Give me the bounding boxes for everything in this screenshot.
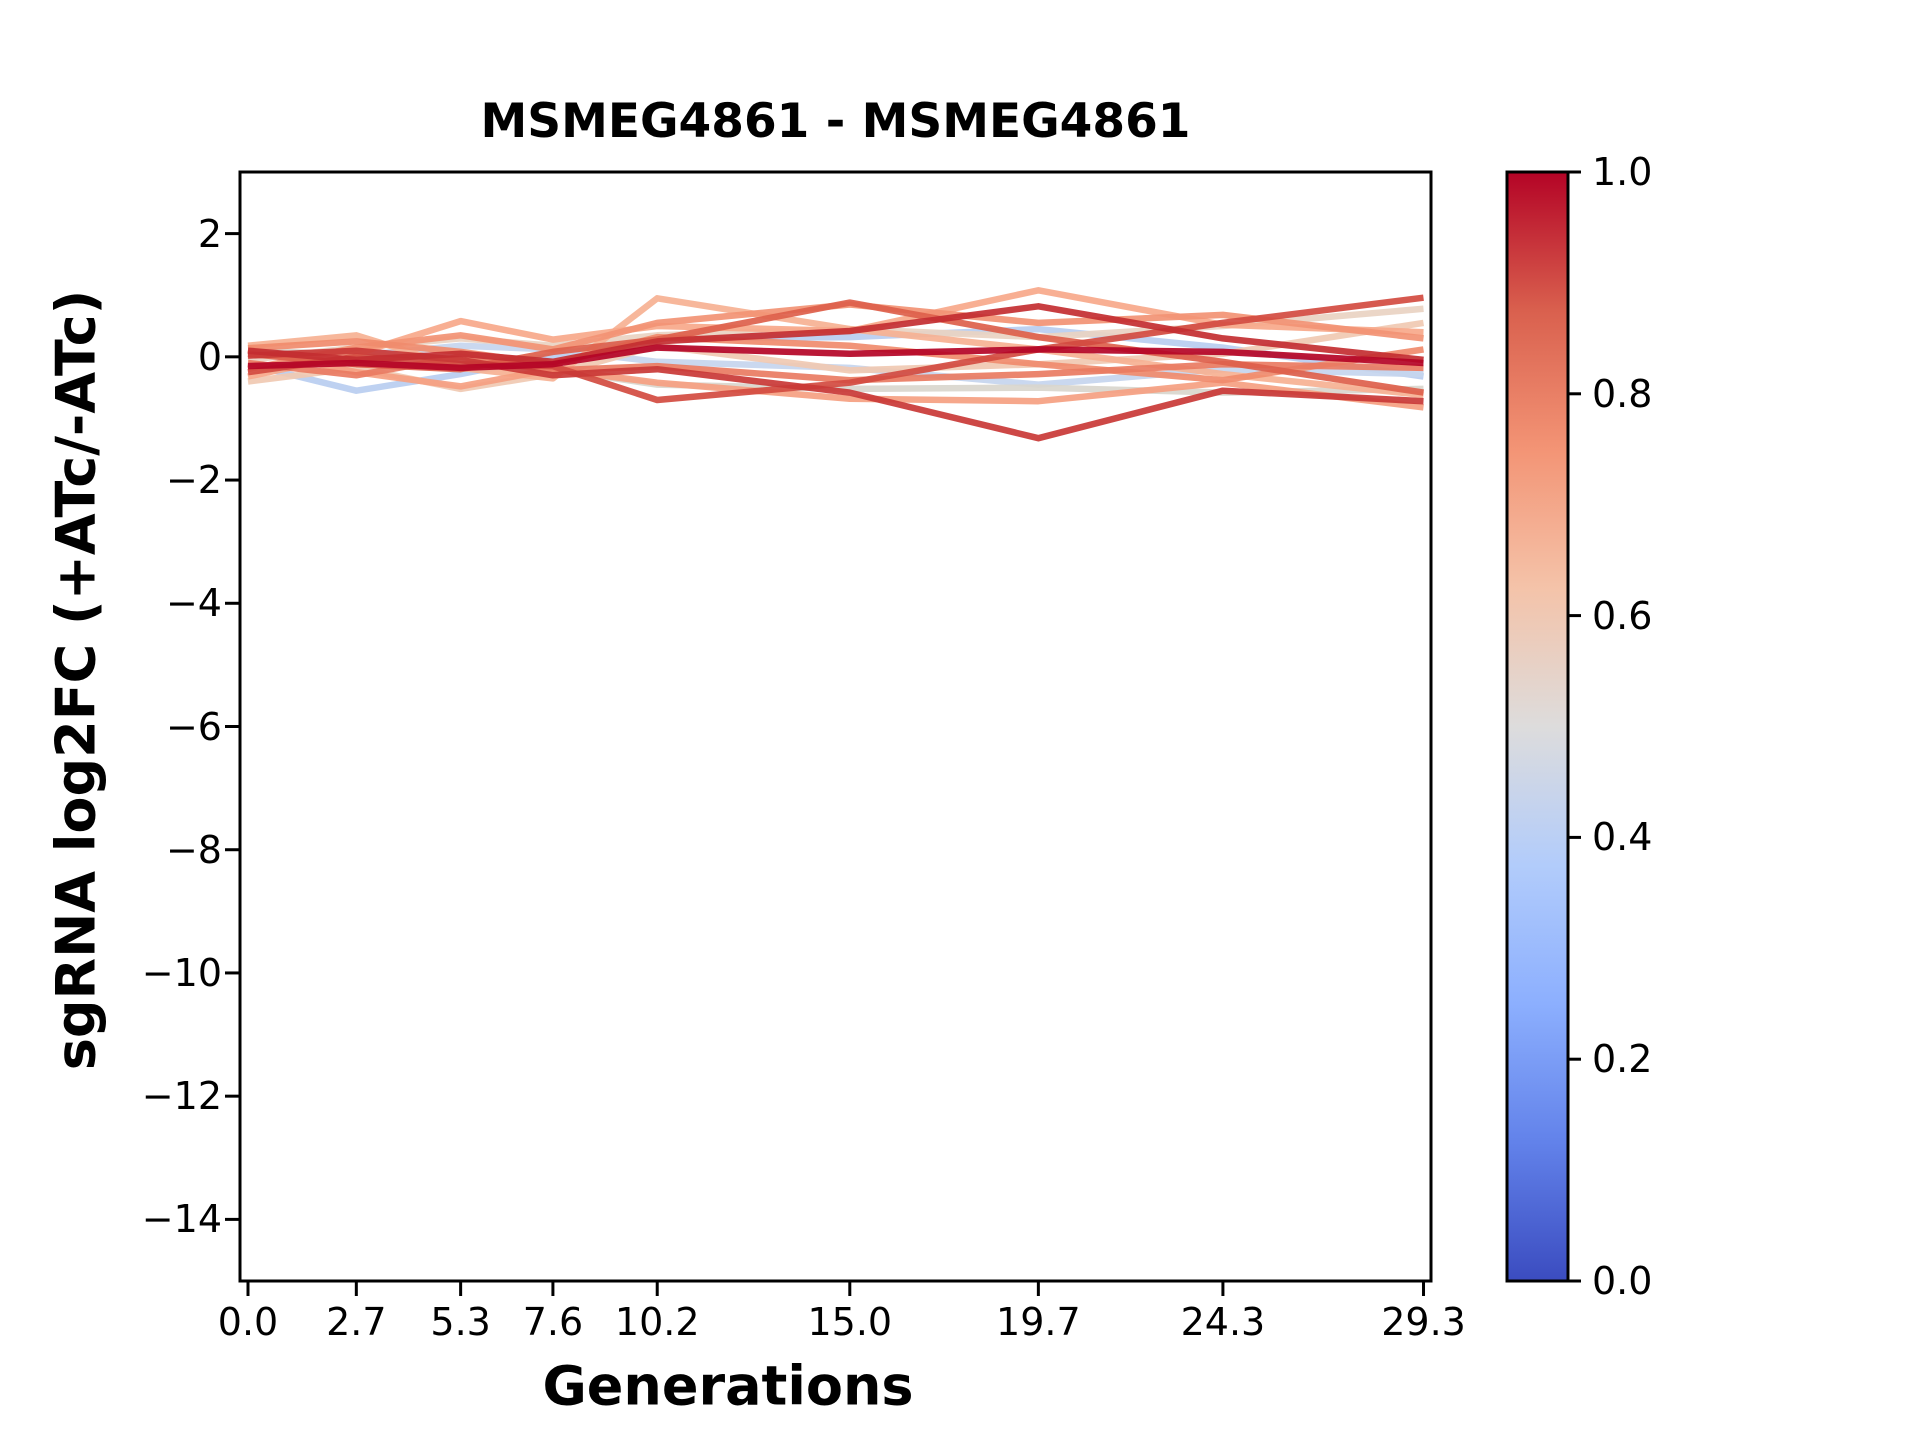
y-tick-label: −12 (141, 1074, 222, 1119)
y-tick-label: −14 (141, 1197, 222, 1242)
sgRNA-line-16 (247, 344, 1424, 372)
y-tick-label: −10 (141, 950, 222, 995)
colorbar-tick-label: 0.4 (1592, 815, 1653, 860)
sgRNA-line-8 (247, 346, 1424, 411)
x-tick-label: 10.2 (614, 1300, 700, 1344)
y-tick-label: 2 (197, 211, 222, 256)
colorbar-tick-label: 0.6 (1592, 593, 1653, 638)
colorbar-tick-label: 0.2 (1592, 1037, 1653, 1082)
sgRNA-line-15 (247, 303, 1424, 366)
x-tick-label: 0.0 (217, 1300, 279, 1344)
colorbar-gradient (1507, 172, 1568, 1281)
colorbar-tick-label: 1.0 (1592, 150, 1653, 194)
line-series-group (247, 287, 1424, 442)
x-tick-label: 15.0 (807, 1300, 893, 1344)
x-tick-label: 24.3 (1180, 1300, 1266, 1344)
y-tick-label: 0 (197, 334, 222, 379)
x-tick-label: 5.3 (430, 1300, 491, 1344)
x-axis-label: Generations (542, 1354, 914, 1418)
chart-title: MSMEG4861 - MSMEG4861 (480, 94, 1191, 149)
x-tick-label: 29.3 (1381, 1300, 1466, 1344)
colorbar-frame (1505, 170, 1570, 1283)
y-tick-label: −2 (165, 458, 222, 503)
axes-frame (238, 170, 1433, 1283)
y-tick-label: −8 (165, 827, 222, 872)
x-tick-label: 19.7 (996, 1300, 1081, 1344)
colorbar-tick-label: 0.8 (1592, 371, 1653, 416)
x-tick-label: 7.6 (522, 1300, 584, 1344)
colorbar-tick-label: 0.0 (1592, 1259, 1653, 1303)
y-axis-label: sgRNA log2FC (+ATc/-ATc) (44, 289, 108, 1071)
sgRNA-line-14 (247, 347, 1424, 442)
x-tick-label: 2.7 (326, 1300, 387, 1344)
y-tick-label: −6 (165, 704, 222, 749)
y-tick-label: −4 (165, 581, 222, 626)
